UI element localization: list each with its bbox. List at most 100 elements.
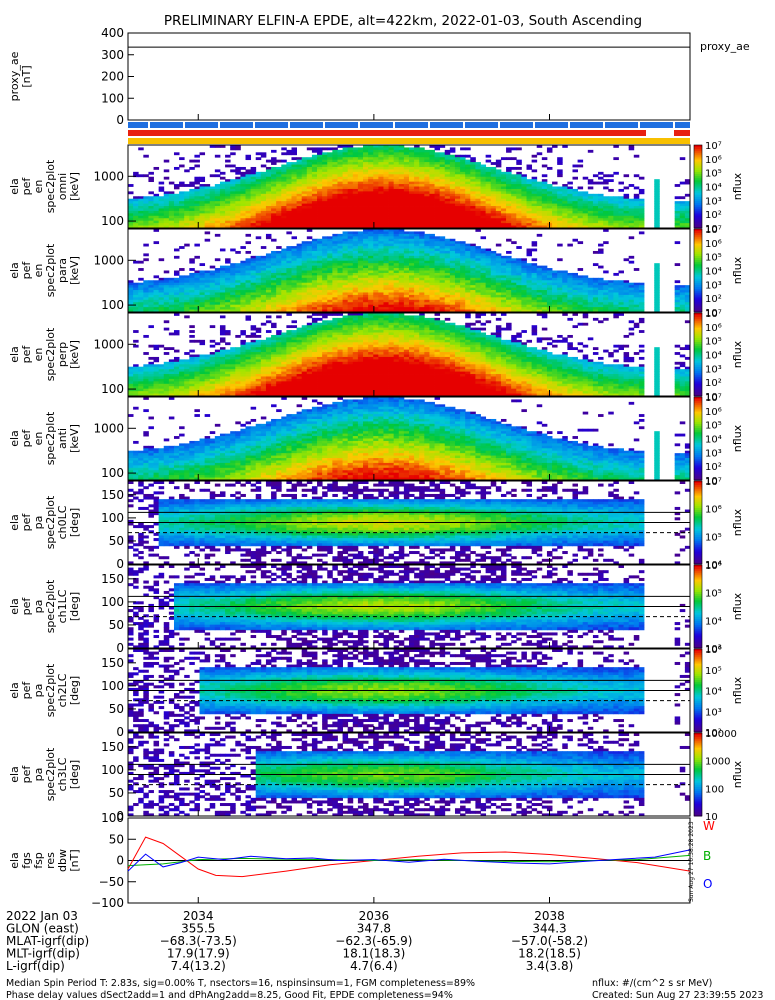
colorbar-cell (694, 487, 702, 490)
colorbar-tick-label: 10 (705, 308, 718, 319)
colorbar-cell (694, 795, 702, 798)
colorbar-cell (694, 417, 702, 421)
colorbar-cell (694, 209, 702, 212)
colorbar-cell (694, 483, 702, 486)
colorbar-cell (694, 352, 702, 355)
colorbar-cell (694, 430, 702, 433)
colorbar-cell (694, 397, 702, 400)
colorbar-cell (694, 581, 702, 585)
ae-bar-gap (673, 122, 675, 128)
colorbar-cell (694, 245, 702, 249)
y-axis-label: fgs (20, 852, 33, 869)
y-tick-label: 100 (101, 595, 124, 609)
colorbar-cell (694, 151, 702, 154)
colorbar-cell (694, 253, 702, 257)
colorbar-cell (694, 491, 702, 494)
panel-frame (127, 228, 691, 313)
colorbar-cell (694, 784, 702, 788)
y-tick-label: −50 (99, 875, 124, 889)
y-tick-label: 200 (101, 70, 124, 84)
y-axis-label: proxy_ae (8, 51, 21, 101)
colorbar-cell (694, 196, 702, 200)
colorbar-cell (694, 315, 702, 318)
colorbar-cell (694, 741, 702, 744)
colorbar-label: nflux (731, 760, 744, 788)
colorbar-cell (694, 625, 702, 628)
colorbar-cell (694, 663, 702, 667)
colorbar-tick-label: 10⁶ (705, 645, 722, 656)
colorbar-cell (694, 207, 702, 210)
colorbar-cell (694, 655, 702, 658)
colorbar-cell (694, 237, 702, 240)
ae-bar-gap (463, 122, 465, 128)
y-axis-label: ela (8, 766, 21, 783)
colorbar-cell (694, 147, 702, 150)
colorbar-cell (694, 465, 702, 469)
figure-title: PRELIMINARY ELFIN-A EPDE, alt=422km, 202… (164, 13, 642, 29)
colorbar: 10 10² 10³ 10⁴ 10⁵ 10⁶ 10⁷ nflux (693, 393, 744, 487)
heatmap-cells (128, 481, 691, 565)
colorbar-cell (694, 667, 702, 671)
colorbar-label: nflux (731, 424, 744, 452)
colorbar-cell (694, 623, 702, 626)
colorbar-cell (694, 659, 702, 662)
y-axis-label: ch2LC (56, 673, 69, 707)
colorbar-frame (693, 480, 703, 565)
colorbar-cell (694, 477, 702, 481)
colorbar-cell (694, 503, 702, 507)
colorbar-tick-label: 10⁵ (705, 532, 722, 543)
colorbar-tick-label: 10⁶ (705, 323, 722, 334)
x-row-value: 18.2(18.5) (518, 947, 581, 961)
colorbar-cell (694, 350, 702, 353)
colorbar-cell (694, 329, 702, 333)
colorbar-cell (694, 285, 702, 288)
colorbar-cell (694, 518, 702, 521)
panel-frame (127, 732, 691, 817)
colorbar-frame (693, 648, 703, 733)
colorbar-cell (694, 467, 702, 471)
colorbar-cell (694, 260, 702, 263)
colorbar-cell (694, 786, 702, 790)
colorbar-cell (694, 778, 702, 782)
colorbar-cell (694, 571, 702, 574)
colorbar-cell (694, 585, 702, 589)
colorbar-cell (694, 577, 702, 581)
colorbar-label: nflux (731, 592, 744, 620)
colorbar-tick-label: 10³ (705, 280, 722, 291)
colorbar-cell (694, 553, 702, 557)
colorbar-cell (694, 266, 702, 269)
colorbar-cell (694, 705, 702, 708)
colorbar-cell (694, 307, 702, 311)
heatmap-cells (128, 229, 691, 313)
colorbar-cell (694, 549, 702, 553)
colorbar-cell (694, 791, 702, 794)
panel-frame (127, 564, 691, 649)
y-axis-label: pa (32, 684, 45, 698)
colorbar-cell (694, 411, 702, 415)
colorbar-cell (694, 389, 702, 393)
panel-frame (127, 648, 691, 733)
colorbar-cell (694, 434, 702, 437)
y-axis-label: pef (20, 681, 33, 700)
colorbar-cell (694, 319, 702, 322)
y-tick-label: 0 (116, 557, 124, 571)
colorbar-cell (694, 293, 702, 296)
colorbar: 10 10² 10³ 10⁴ 10⁵ 10⁶ 10⁷ nflux (693, 225, 744, 319)
colorbar-cell (694, 436, 702, 439)
colorbar-cell (694, 387, 702, 391)
colorbar-cell (694, 194, 702, 198)
y-tick-label: 100 (101, 214, 124, 228)
y-axis-label: para (56, 258, 69, 283)
colorbar-cell (694, 606, 702, 610)
colorbar-cell (694, 657, 702, 660)
colorbar-cell (694, 335, 702, 339)
colorbar-cell (694, 262, 702, 265)
panel-frame (127, 312, 691, 397)
colorbar-tick-label: 10⁶ (705, 407, 722, 418)
colorbar-cell (694, 403, 702, 406)
colorbar-cell (694, 167, 702, 171)
colorbar-cell (694, 541, 702, 544)
